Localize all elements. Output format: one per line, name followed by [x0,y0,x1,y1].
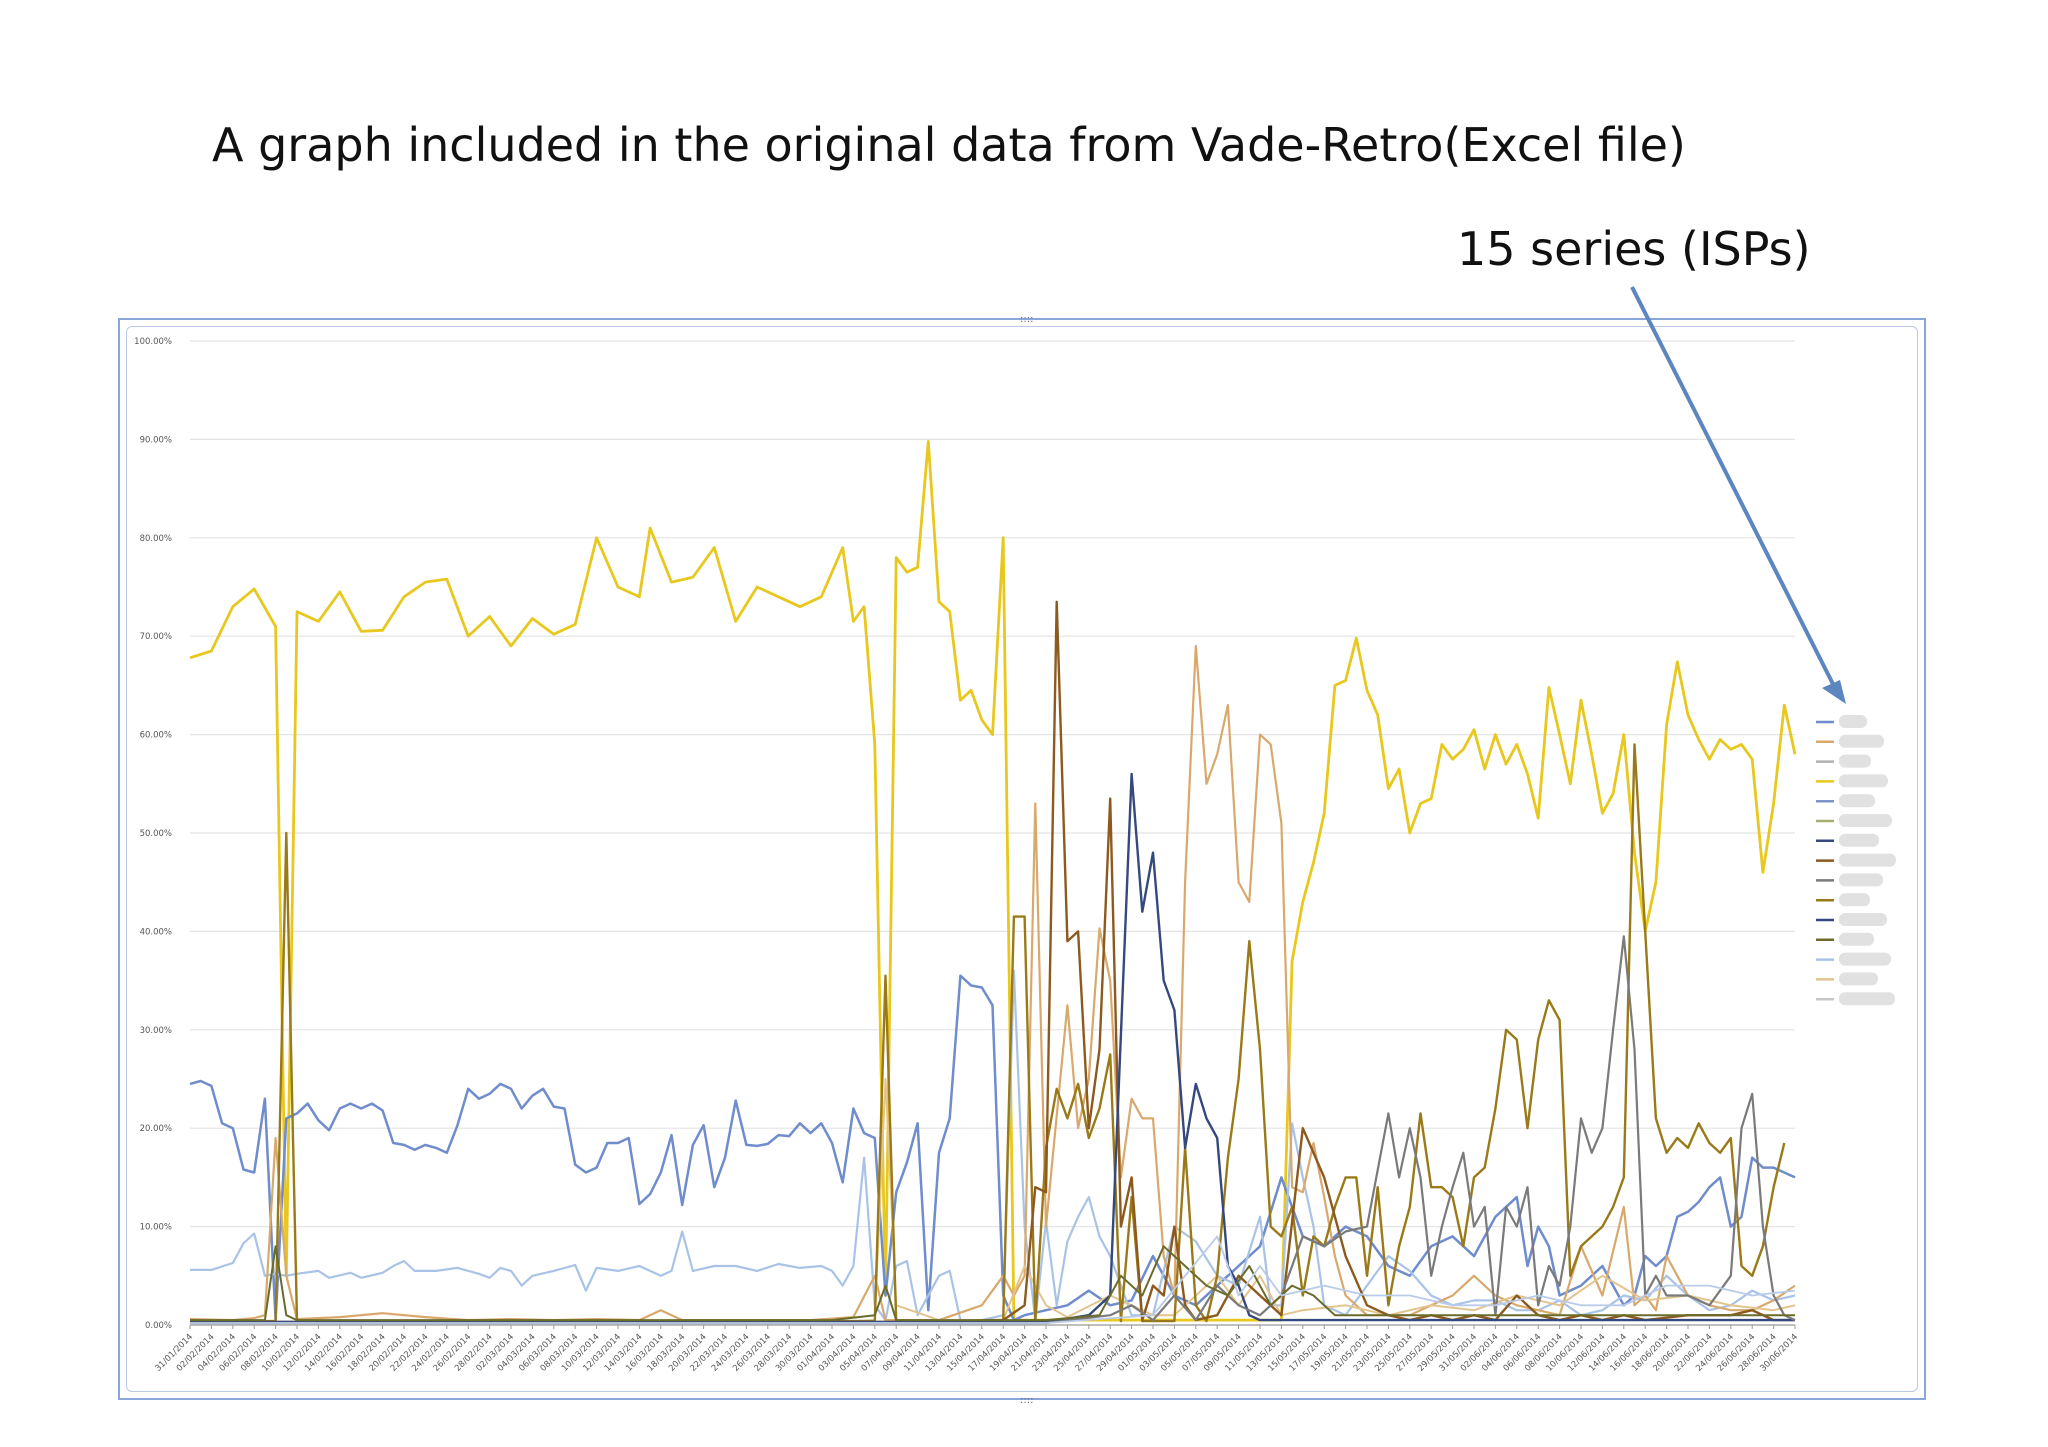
legend-label-blurred [1839,873,1883,887]
y-tick-label: 50.00% [140,829,172,839]
legend-label-blurred [1839,893,1870,907]
y-tick-label: 20.00% [140,1124,172,1134]
y-tick-label: 30.00% [140,1026,172,1036]
legend-label-blurred [1839,932,1874,946]
y-tick-label: 90.00% [140,435,172,445]
series-line [190,969,1796,1322]
legend-label-blurred [1839,913,1887,926]
legend-label-blurred [1839,754,1871,768]
series-line [190,743,1786,1323]
series-annotation: 15 series (ISPs) [1457,222,1811,276]
legend-label-blurred [1839,952,1891,966]
legend-label-blurred [1839,715,1867,728]
legend-label-blurred [1839,853,1896,867]
y-tick-label: 70.00% [140,632,172,642]
resize-handle-bottom[interactable]: :::: [1020,1395,1034,1406]
resize-handle-top[interactable]: :::: [1020,314,1034,325]
legend-label-blurred [1839,833,1879,847]
legend-label-blurred [1839,794,1875,808]
legend-label-blurred [1839,972,1878,986]
series-line [189,974,1796,1322]
series-line [190,935,1796,1325]
y-tick-label: 80.00% [140,534,172,544]
series-line [190,1245,1795,1322]
legend-label-blurred [1839,774,1888,788]
y-tick-label: 40.00% [140,927,172,937]
series-line [190,772,1795,1324]
y-tick-label: 0.00% [145,1321,172,1331]
series-line [189,644,1796,1322]
legend-label-blurred [1839,992,1895,1006]
y-tick-label: 60.00% [140,731,172,741]
annotation-arrow-shaft [1630,286,1838,691]
slide-title: A graph included in the original data fr… [212,118,1686,172]
series-line [190,1235,1796,1324]
y-tick-label: 10.00% [140,1223,172,1233]
legend-label-blurred [1839,814,1892,827]
annotation-arrow-head [1822,680,1846,704]
series-line [190,1078,1796,1323]
series-line [189,440,1797,1322]
y-tick-label: 100.00% [134,337,172,347]
legend-label-blurred [1839,734,1884,748]
chart-inner-border [126,326,1918,1392]
